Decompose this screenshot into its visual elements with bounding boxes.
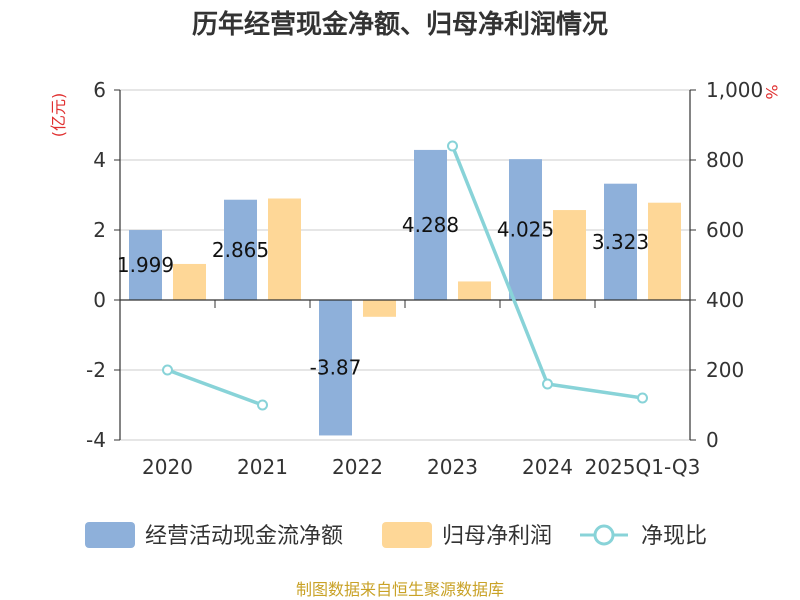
legend-item-profit[interactable]: 归母净利润 [382,522,552,549]
bar-cash [224,199,257,300]
legend-label-ratio: 净现比 [641,524,707,549]
x-tick-label: 2020 [142,455,193,479]
bar-profit [363,300,396,317]
data-labels: 1.999 2.865 -3.87 4.288 4.025 3.323 [117,213,649,380]
y-left-unit: (亿元) [49,93,68,138]
y-left-tick-label: 6 [93,78,106,102]
legend-item-cash[interactable]: 经营活动现金流净额 [85,522,343,549]
y-left-tick-label: -4 [86,428,106,452]
bar-cash [414,149,447,300]
bar-profit [268,198,301,300]
ratio-line [162,140,648,411]
bar-cash [604,183,637,300]
axes: -4 -2 0 2 4 6 0 200 400 600 800 1,000 2020 2021 2022 20… [86,78,763,479]
y-right-tick-label: 600 [706,218,744,242]
x-tick-label: 2024 [522,455,573,479]
ratio-line-segment [166,368,264,407]
y-right-tick-label: 1,000 [706,78,763,102]
legend-swatch-profit [382,522,432,548]
y-left-tick-label: 2 [93,218,106,242]
bar-cash [319,300,352,436]
legend-swatch-ratio-marker [593,524,615,546]
bar-profit [648,202,681,300]
data-label: 4.288 [402,213,459,237]
legend-item-ratio[interactable]: 净现比 [580,524,707,549]
bar-cash [509,159,542,300]
data-label: 2.865 [212,238,269,262]
bar-profit [173,263,206,300]
y-right-tick-label: 400 [706,288,744,312]
ratio-point [447,140,458,152]
ratio-point [162,364,173,376]
y-left-tick-label: 4 [93,148,106,172]
ratio-point [257,399,268,411]
legend-label-cash: 经营活动现金流净额 [145,524,343,549]
y-left-tick-label: 0 [93,288,106,312]
ratio-point [542,378,553,390]
y-right-unit: % [762,84,781,99]
y-right-tick-label: 200 [706,358,744,382]
legend-swatch-cash [85,522,135,548]
x-tick-label: 2025Q1-Q3 [585,455,701,479]
y-right-tick-label: 0 [706,428,719,452]
data-label: 3.323 [592,230,649,254]
ratio-point [637,392,648,404]
chart-title: 历年经营现金净额、归母净利润情况 [192,9,608,40]
x-tick-label: 2021 [237,455,288,479]
y-left-tick-label: -2 [86,358,106,382]
legend: 经营活动现金流净额 归母净利润 净现比 [85,522,707,549]
bar-cash [129,230,162,300]
data-label: -3.87 [310,356,362,380]
bars [129,149,681,436]
legend-label-profit: 归母净利润 [442,524,552,549]
y-right-tick-label: 800 [706,148,744,172]
data-label: 1.999 [117,253,174,277]
bar-profit [553,210,586,300]
bar-profit [458,281,491,300]
x-tick-label: 2022 [332,455,383,479]
x-tick-label: 2023 [427,455,478,479]
source-note: 制图数据来自恒生聚源数据库 [296,580,504,599]
data-label: 4.025 [497,218,554,242]
